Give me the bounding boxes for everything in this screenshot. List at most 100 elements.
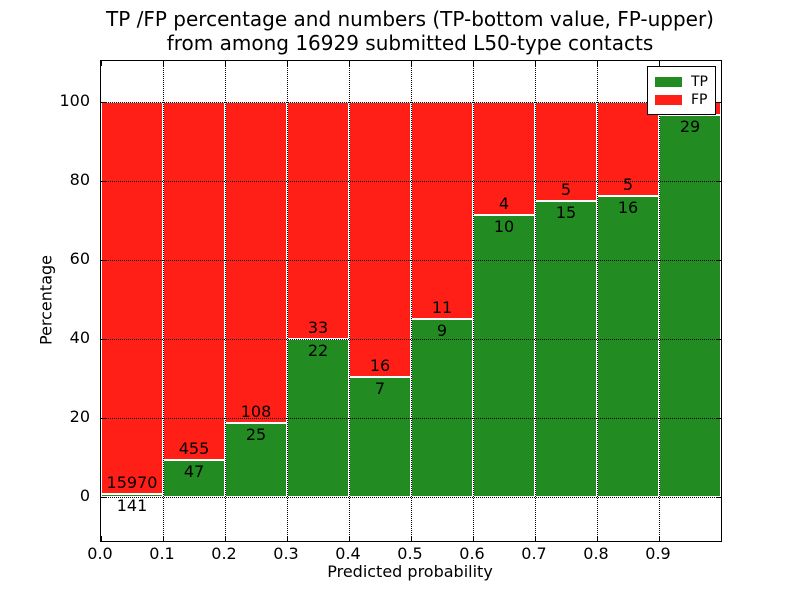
y-tick-label: 60 [69,249,90,269]
bar-label-fp: 16 [369,356,391,376]
bar-label-tp: 47 [183,462,205,482]
x-tick-mark-bottom [163,536,164,541]
y-tick-mark-right [716,260,721,262]
grid-line-vertical [411,61,412,541]
bar-segment-tp [101,493,163,498]
x-tick-mark-top [349,61,350,66]
y-tick-mark-right [716,418,721,420]
y-tick-mark-left [101,180,106,182]
y-tick-mark-left [101,101,106,103]
bar-segment-tp [659,114,721,498]
x-tick-label: 0.0 [87,544,113,563]
grid-line-horizontal [101,101,721,103]
x-tick-label: 0.2 [211,544,237,563]
bar-label-fp: 11 [431,298,453,318]
x-tick-label: 0.5 [397,544,423,563]
bar-segment-fp [287,101,349,340]
y-tick-label: 40 [69,328,90,348]
bar-label-fp: 108 [240,402,272,422]
x-tick-label: 0.1 [149,544,175,563]
legend-label-tp: TP [691,73,708,90]
chart-title-line1: TP /FP percentage and numbers (TP-bottom… [106,7,714,31]
legend: TP FP [647,66,716,115]
bar-segment-tp [349,377,411,498]
grid-line-horizontal [101,497,721,499]
y-tick-label: 20 [69,407,90,427]
y-tick-mark-left [101,497,106,499]
y-tick-mark-left [101,260,106,262]
grid-line-horizontal [101,339,721,341]
bar-label-fp: 33 [307,318,329,338]
bar-label-fp: 4 [498,193,510,213]
bar-segment-fp [411,101,473,320]
y-tick-mark-right [716,101,721,103]
bar-segment-fp [163,101,225,461]
bar-label-fp: 455 [178,439,210,459]
bar-label-fp: 5 [560,179,572,199]
chart-title-line2: from among 16929 submitted L50-type cont… [166,31,654,55]
x-tick-mark-top [287,61,288,66]
x-tick-mark-bottom [349,536,350,541]
x-tick-mark-top [163,61,164,66]
bar-label-tp: 7 [374,379,386,399]
x-tick-label: 0.8 [583,544,609,563]
grid-line-horizontal [101,418,721,420]
x-tick-label: 0.6 [459,544,485,563]
x-tick-mark-bottom [225,536,226,541]
x-tick-mark-top [225,61,226,66]
grid-line-vertical [659,61,660,541]
y-tick-label: 0 [79,486,90,506]
legend-item-fp: FP [655,91,708,108]
grid-line-vertical [163,61,164,541]
grid-line-vertical [473,61,474,541]
x-tick-label: 0.7 [521,544,547,563]
x-tick-label: 0.4 [335,544,361,563]
plot-area: TP FP 15970 141 455 47 108 25 33 22 16 7 11 9 4 10 5 15… [100,60,722,542]
y-tick-label: 100 [59,90,90,110]
x-tick-mark-top [597,61,598,66]
bar-segment-tp [163,460,225,498]
bar-segment-fp [225,101,287,424]
y-tick-label: 80 [69,169,90,189]
bar-label-tp: 29 [679,116,701,136]
bar-label-tp: 22 [307,341,329,361]
bar-segment-tp [473,214,535,498]
x-tick-mark-bottom [287,536,288,541]
bar-segment-fp [349,101,411,378]
grid-line-vertical [287,61,288,541]
bar-segment-tp [535,200,597,498]
x-tick-mark-bottom [411,536,412,541]
x-tick-mark-bottom [535,536,536,541]
x-tick-label: 0.3 [273,544,299,563]
y-tick-mark-left [101,418,106,420]
grid-line-vertical [225,61,226,541]
bar-label-fp: 5 [622,174,634,194]
bar-label-tp: 9 [436,321,448,341]
x-tick-label: 0.9 [645,544,671,563]
x-tick-mark-top [411,61,412,66]
y-tick-mark-right [716,339,721,341]
grid-line-horizontal [101,180,721,182]
tp-color-swatch [655,76,682,87]
y-tick-mark-right [716,180,721,182]
bar-label-fp: 15970 [106,473,158,492]
legend-label-fp: FP [691,91,708,108]
legend-item-tp: TP [655,73,708,90]
bar-segment-fp [535,101,597,201]
chart-title: TP /FP percentage and numbers (TP-bottom… [100,7,720,55]
x-tick-mark-bottom [101,536,102,541]
y-tick-mark-right [716,497,721,499]
x-axis-label: Predicted probability [327,562,493,581]
bar-label-tp: 141 [116,495,148,515]
bar-label-tp: 10 [493,216,515,236]
bar-segment-tp [411,319,473,498]
y-tick-mark-left [101,339,106,341]
bar-label-tp: 16 [617,197,639,217]
bar-segment-fp [101,101,163,494]
x-tick-mark-top [473,61,474,66]
grid-line-vertical [597,61,598,541]
x-tick-mark-top [101,61,102,66]
x-tick-mark-bottom [597,536,598,541]
bar-label-tp: 25 [245,425,267,445]
